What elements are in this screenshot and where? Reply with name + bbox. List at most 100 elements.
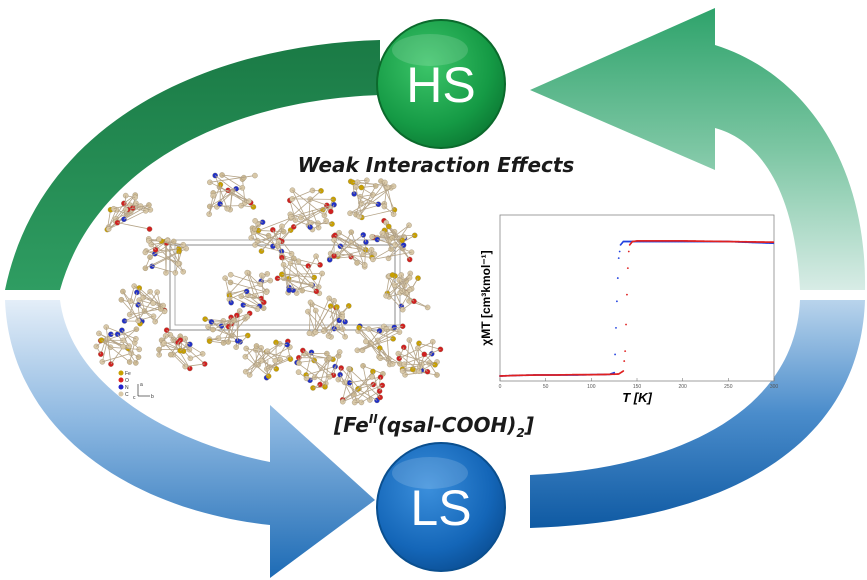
crystal-bond [342, 384, 383, 403]
crystal-bond [105, 326, 112, 365]
crystal-atom [217, 201, 223, 207]
plot-point [613, 371, 616, 374]
crystal-molecule [242, 338, 294, 381]
crystal-bond [358, 182, 386, 217]
crystal-molecule [156, 327, 208, 372]
crystal-bond [221, 174, 243, 189]
crystal-atom [323, 217, 329, 224]
plot-point [614, 353, 616, 356]
crystal-bond [214, 175, 250, 202]
crystal-atom [421, 351, 428, 358]
plot-point [625, 323, 627, 326]
crystal-bond [156, 292, 162, 310]
node-hs: HS [376, 19, 506, 149]
plot-xlabel: T [K] [622, 390, 652, 405]
crystal-bond [245, 356, 269, 377]
crystal-bond [249, 347, 262, 376]
crystal-bond [209, 192, 233, 207]
crystal-bond [208, 184, 221, 215]
crystal-bond [358, 327, 393, 365]
crystal-molecule [347, 177, 398, 221]
crystal-bond [108, 203, 125, 228]
crystal-molecule [383, 270, 431, 313]
crystal-bond [305, 352, 312, 376]
crystal-legend-n: N [125, 385, 129, 391]
plot-x-ticks: 0 50 100 150 200 250 300 [499, 378, 779, 390]
crystal-bond [291, 204, 335, 218]
crystal-atom [133, 360, 139, 366]
crystal-molecule [274, 252, 325, 297]
crystal-atom [386, 223, 392, 230]
formula-mid: (qsal-COOH) [378, 413, 517, 437]
crystal-bond [324, 357, 330, 387]
crystal-bond [167, 239, 184, 272]
crystal-axis-b: b [151, 394, 154, 400]
plot-point [615, 326, 617, 329]
crystal-bond [382, 233, 392, 250]
crystal-bond [224, 278, 232, 303]
crystal-atom [306, 330, 313, 336]
crystal-bond [417, 347, 436, 366]
diagram-title: Weak Interaction Effects [298, 153, 575, 177]
plot-series-1 [499, 240, 775, 377]
crystal-molecule [294, 347, 343, 391]
crystal-bond [292, 190, 311, 228]
crystal-molecule [335, 363, 386, 406]
crystal-bond [261, 226, 283, 252]
formula-prefix: [Fe [333, 413, 369, 437]
crystal-bond [333, 239, 358, 264]
crystal-bond [307, 311, 316, 332]
crystal-bond [362, 331, 400, 351]
crystal-bond [283, 264, 290, 291]
crystal-atom [272, 357, 278, 364]
crystal-bond [361, 390, 380, 403]
plot-point [623, 360, 626, 362]
crystal-bond [169, 334, 191, 359]
crystal-bond [388, 226, 411, 260]
crystal-bond [290, 262, 309, 267]
crystal-bond [394, 277, 410, 286]
crystal-bond [338, 232, 375, 255]
crystal-bond [256, 345, 276, 362]
crystal-bond [377, 239, 396, 246]
crystal-bond [229, 291, 247, 300]
crystal-bond [355, 187, 392, 215]
plot-x-tick-label: 300 [770, 384, 779, 390]
crystal-bond [149, 241, 174, 258]
crystal-legend-c: C [125, 392, 129, 398]
crystal-bond [391, 237, 411, 260]
crystal-bond [246, 291, 265, 303]
crystal-bond [205, 318, 224, 322]
crystal-bond [383, 187, 387, 207]
crystal-bond [145, 251, 180, 269]
crystal-bond [281, 273, 323, 275]
crystal-atom [389, 272, 396, 278]
crystal-atom [252, 218, 258, 224]
crystal-bond [328, 306, 338, 337]
crystal-bond [349, 382, 358, 401]
crystal-atom [248, 235, 255, 241]
crystal-atom [205, 324, 211, 330]
crystal-bond [174, 244, 184, 273]
plot-point [616, 277, 619, 279]
crystal-bond [340, 367, 360, 389]
crystal-axes: a b c [133, 382, 154, 401]
crystal-bond [213, 188, 237, 194]
crystal-bond [385, 277, 410, 297]
formula-subscript: 2 [516, 426, 524, 440]
magnetic-plot: 0 50 100 150 200 250 300 T [K] χMT [cm³kmol⁻¹] [479, 214, 779, 405]
crystal-bond [185, 363, 205, 367]
crystal-bond [108, 210, 146, 230]
arrow-top-right [530, 8, 866, 290]
crystal-bond [394, 225, 410, 245]
crystal-bond [172, 354, 186, 367]
crystal-bond [361, 209, 395, 218]
crystal-molecule [142, 236, 189, 276]
plot-x-tick-label: 150 [633, 384, 642, 390]
crystal-bond [241, 295, 260, 307]
crystal-bond [309, 198, 328, 206]
crystal-molecule [118, 283, 168, 327]
crystal-bond [260, 347, 270, 377]
crystal-molecule [287, 187, 337, 233]
crystal-atom [220, 340, 227, 346]
